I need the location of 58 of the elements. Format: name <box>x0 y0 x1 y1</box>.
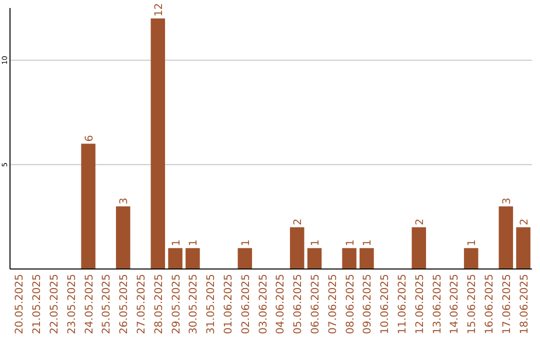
data-label: 2 <box>292 218 304 226</box>
bar <box>81 144 96 269</box>
x-tick-label: 20.05.2025 <box>14 274 26 334</box>
bar <box>116 206 130 269</box>
bar <box>516 227 530 269</box>
x-tick-label: 05.06.2025 <box>292 274 304 334</box>
x-tick-label: 15.06.2025 <box>466 274 478 334</box>
x-tick-label: 06.06.2025 <box>310 274 322 334</box>
x-tick-label: 09.06.2025 <box>362 274 374 334</box>
x-tick-label: 02.06.2025 <box>240 274 252 334</box>
x-tick-label: 17.06.2025 <box>500 274 513 334</box>
x-tick-label: 29.05.2025 <box>170 274 182 334</box>
bar <box>238 248 252 269</box>
x-tick-label: 24.05.2025 <box>83 274 96 334</box>
x-tick-label: 30.05.2025 <box>188 274 200 334</box>
data-label: 1 <box>170 239 182 246</box>
bar <box>342 248 356 269</box>
data-label: 6 <box>83 134 96 142</box>
data-label: 1 <box>362 239 374 246</box>
x-tick-label: 27.05.2025 <box>136 274 148 334</box>
x-tick-label: 14.06.2025 <box>448 274 461 334</box>
bar <box>307 248 322 269</box>
data-label: 12 <box>152 3 165 16</box>
x-tick-label: 31.05.2025 <box>205 274 218 334</box>
x-tick-label: 13.06.2025 <box>431 274 444 334</box>
x-tick-label: 22.05.2025 <box>48 274 60 334</box>
data-label: 1 <box>466 239 478 246</box>
bar <box>412 227 426 269</box>
x-tick-label: 21.05.2025 <box>31 274 44 334</box>
x-tick-label: 04.06.2025 <box>274 274 287 334</box>
bar <box>150 18 166 269</box>
data-label: 2 <box>414 218 426 226</box>
bar <box>290 227 304 269</box>
x-tick-label: 01.06.2025 <box>222 274 234 334</box>
x-tick-label: 12.06.2025 <box>414 274 426 334</box>
x-tick-label: 23.05.2025 <box>66 274 78 334</box>
x-tick-label: 28.05.2025 <box>152 274 165 334</box>
bar <box>464 248 478 269</box>
data-label: 3 <box>118 198 130 204</box>
bar <box>360 248 374 269</box>
x-tick-label: 16.06.2025 <box>484 274 496 334</box>
data-label: 3 <box>500 198 513 204</box>
x-tick-label: 18.06.2025 <box>518 274 530 334</box>
data-label: 1 <box>188 239 200 246</box>
x-tick-label: 08.06.2025 <box>344 274 356 334</box>
data-label: 2 <box>518 218 530 226</box>
bar <box>498 206 514 269</box>
data-label: 1 <box>240 239 252 246</box>
bar <box>168 248 182 269</box>
data-label: 1 <box>344 239 356 246</box>
x-tick-label: 25.05.2025 <box>100 274 113 334</box>
x-tick-label: 03.06.2025 <box>257 274 270 334</box>
x-tick-label: 11.06.2025 <box>396 274 408 334</box>
bar <box>186 248 200 269</box>
x-tick-label: 07.06.2025 <box>326 274 339 334</box>
data-label: 1 <box>310 239 322 246</box>
x-tick-label: 26.05.2025 <box>118 274 130 334</box>
x-tick-label: 10.06.2025 <box>379 274 392 334</box>
